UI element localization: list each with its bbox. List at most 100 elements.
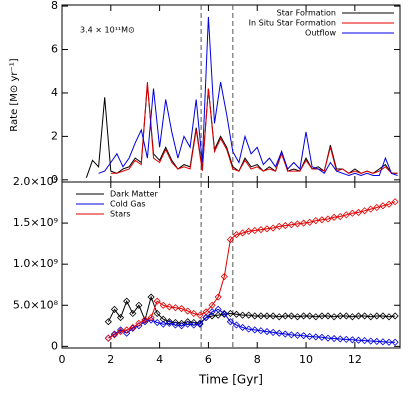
series-line <box>108 201 396 339</box>
marker <box>300 332 308 340</box>
marker <box>361 207 369 215</box>
marker <box>257 312 265 320</box>
marker <box>354 208 363 216</box>
marker <box>159 315 167 323</box>
marker <box>300 312 308 320</box>
marker <box>214 305 222 313</box>
marker <box>361 337 369 345</box>
marker <box>293 220 302 228</box>
marker <box>129 323 137 332</box>
marker <box>373 337 381 345</box>
marker <box>245 325 253 333</box>
marker <box>165 319 173 327</box>
marker <box>354 336 363 344</box>
marker <box>293 313 302 321</box>
marker <box>208 301 216 309</box>
marker <box>391 312 399 320</box>
marker <box>391 198 399 206</box>
marker <box>171 321 180 329</box>
marker <box>153 297 161 305</box>
marker <box>159 320 167 328</box>
marker <box>232 310 241 318</box>
marker <box>245 227 253 235</box>
marker <box>251 312 259 320</box>
x-tick-label: 0 <box>59 353 66 366</box>
marker <box>110 330 119 338</box>
marker <box>245 311 253 319</box>
legend-label: Outflow <box>305 29 336 38</box>
series-line <box>110 82 398 174</box>
marker <box>147 314 155 322</box>
marker <box>251 326 259 334</box>
x-tick-label: 12 <box>348 353 362 366</box>
marker <box>239 323 247 332</box>
series-line <box>98 16 398 177</box>
marker <box>385 200 393 208</box>
marker <box>123 326 131 334</box>
marker <box>336 312 344 320</box>
marker <box>104 334 112 342</box>
marker <box>104 334 112 342</box>
marker <box>153 318 161 327</box>
marker <box>367 205 375 213</box>
marker <box>110 305 119 313</box>
marker <box>312 313 320 321</box>
marker <box>324 312 332 320</box>
y-tick-label: 6 <box>51 43 58 56</box>
marker <box>202 308 210 316</box>
marker <box>348 313 356 321</box>
marker <box>306 312 314 320</box>
marker <box>135 319 143 327</box>
marker <box>263 312 271 320</box>
marker <box>324 215 332 223</box>
marker <box>208 312 216 320</box>
marker <box>379 202 387 210</box>
y-tick-label: 1.5×10⁹ <box>13 216 58 229</box>
marker <box>312 333 320 341</box>
marker <box>275 313 283 321</box>
marker <box>184 320 192 328</box>
marker <box>226 309 234 318</box>
marker <box>171 304 180 312</box>
marker <box>342 335 350 343</box>
marker <box>263 225 271 233</box>
marker <box>348 336 356 344</box>
marker <box>178 304 186 313</box>
marker <box>257 327 265 335</box>
marker <box>220 272 228 281</box>
marker <box>330 334 338 343</box>
legend-label: Cold Gas <box>110 200 146 209</box>
marker <box>330 213 338 221</box>
marker <box>306 332 314 341</box>
marker <box>220 309 228 318</box>
x-tick-label: 6 <box>205 353 212 366</box>
marker <box>135 301 143 309</box>
marker <box>117 326 125 334</box>
marker <box>196 311 204 319</box>
marker <box>165 318 173 326</box>
marker <box>287 331 295 339</box>
marker <box>373 312 381 320</box>
marker <box>281 330 289 338</box>
marker <box>257 226 265 234</box>
marker <box>342 312 350 320</box>
legend-label: Star Formation <box>277 9 336 18</box>
marker <box>239 311 247 319</box>
marker <box>184 307 192 315</box>
marker <box>391 338 399 346</box>
marker <box>330 313 338 321</box>
marker <box>379 312 387 320</box>
marker <box>178 322 186 330</box>
marker <box>214 311 222 319</box>
marker <box>190 309 198 318</box>
marker <box>354 312 363 320</box>
marker <box>226 235 234 244</box>
marker <box>232 321 241 329</box>
marker <box>275 329 283 337</box>
marker <box>263 327 271 336</box>
marker <box>171 318 180 327</box>
y-tick-label: 8 <box>51 0 58 12</box>
y-tick-label: 5.0×10⁸ <box>13 298 59 311</box>
